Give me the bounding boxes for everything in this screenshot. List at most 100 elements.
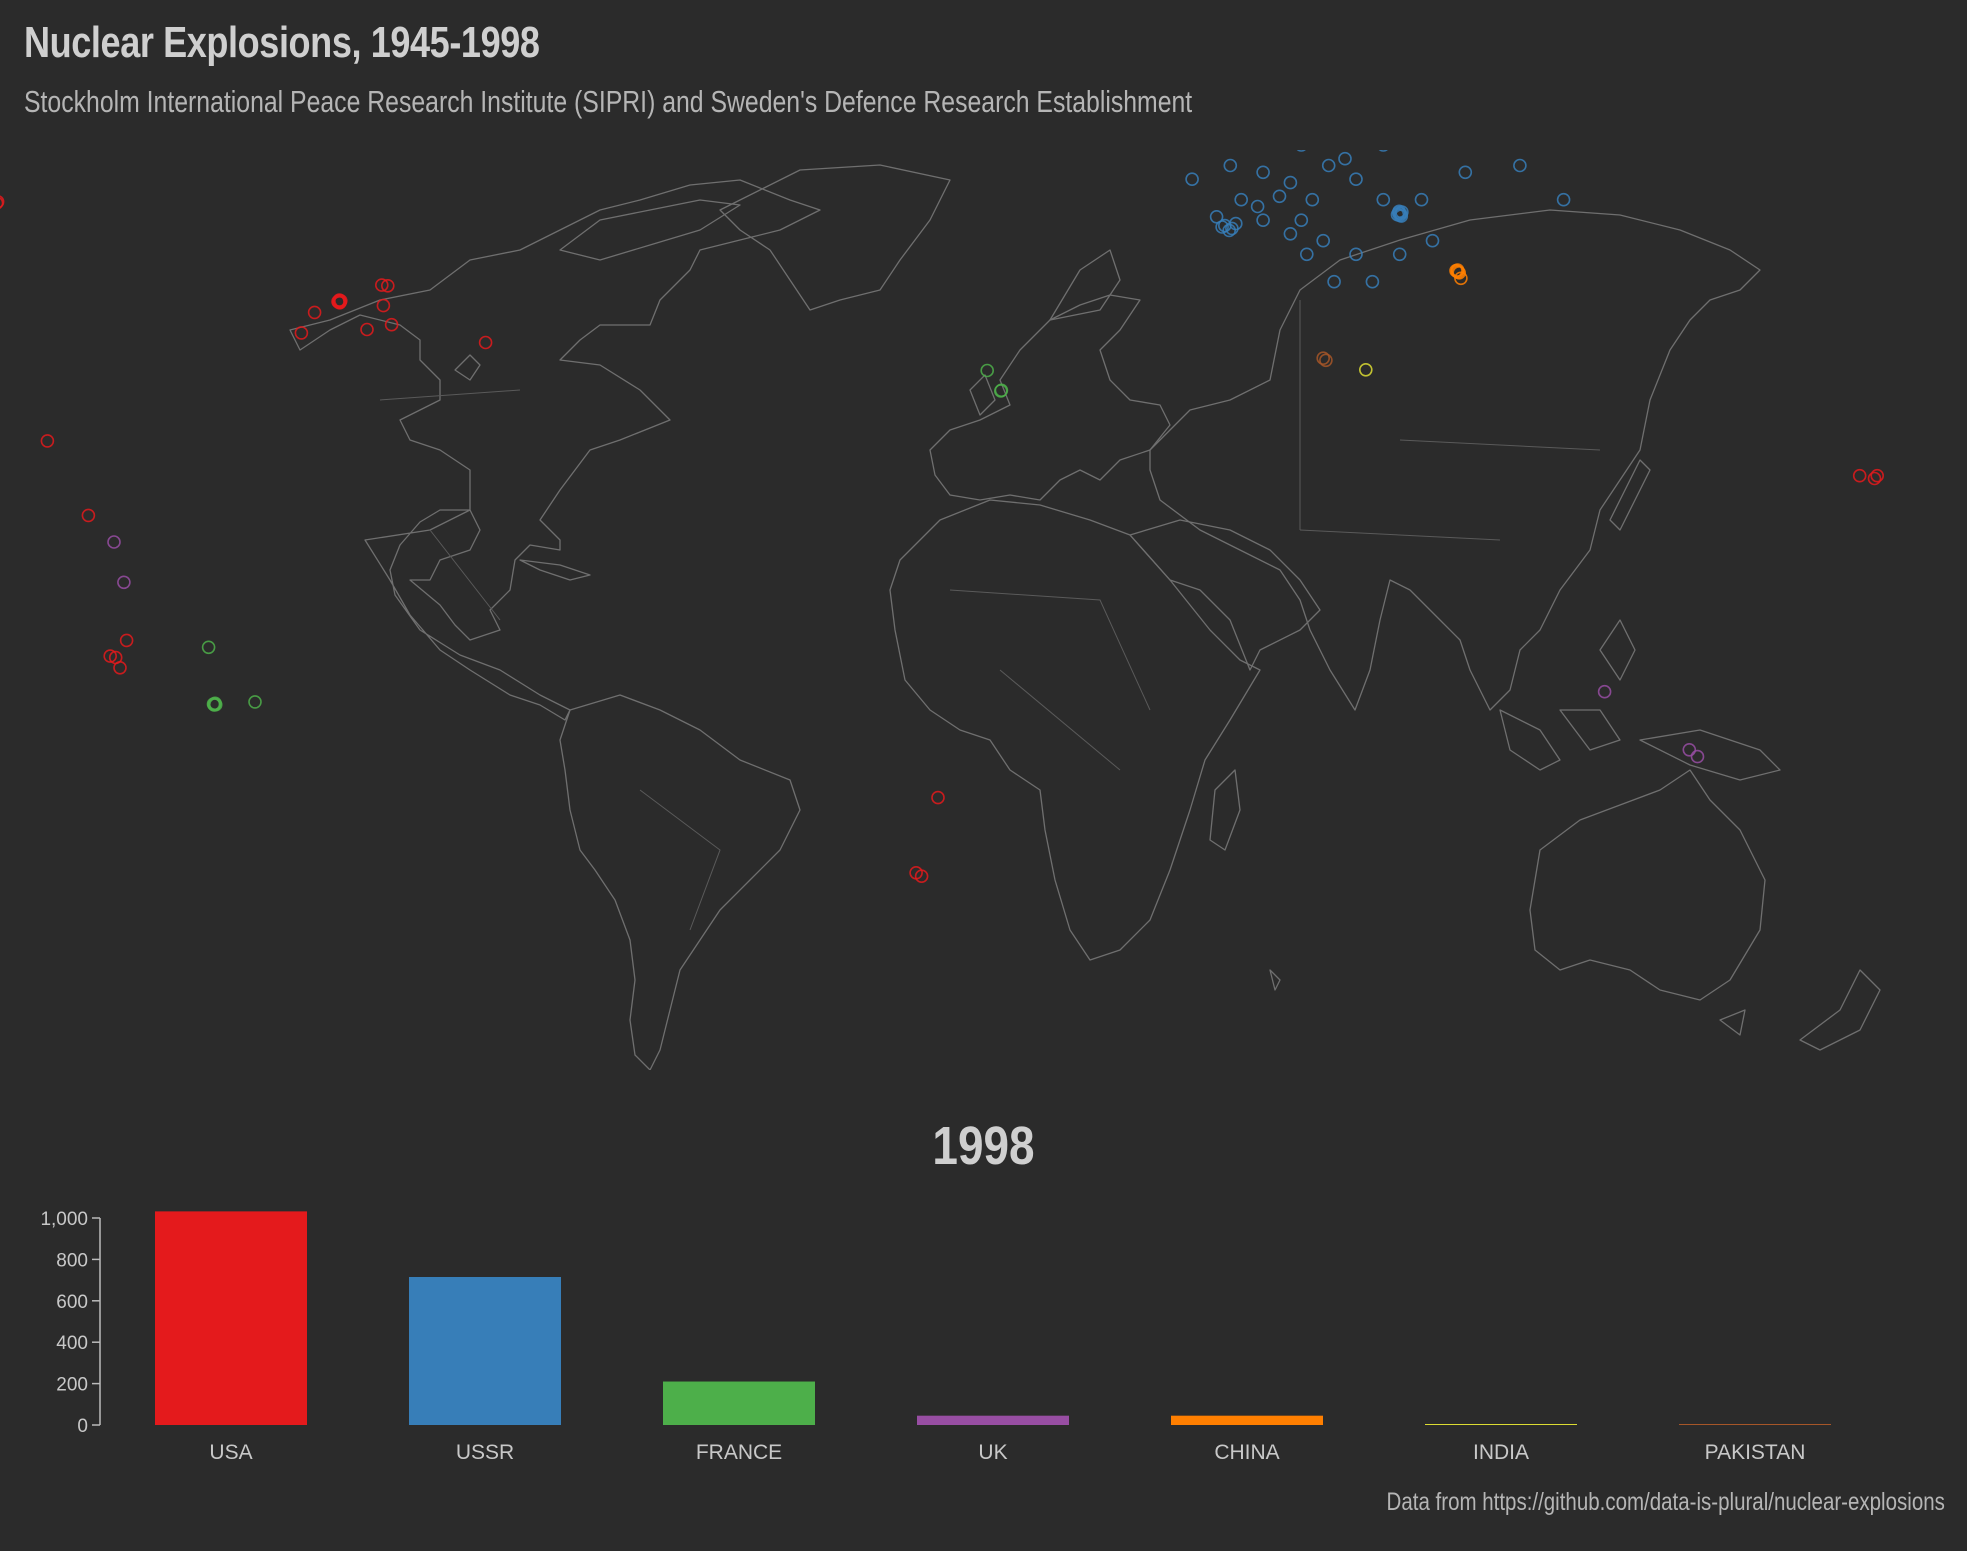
- explosion-marker-ussr: [1513, 158, 1527, 173]
- explosion-marker-pakistan: [1319, 353, 1333, 368]
- explosion-marker-usa: [113, 660, 127, 675]
- source-note: Data from https://github.com/data-is-plu…: [1386, 1488, 1945, 1516]
- explosion-markers: [0, 150, 1884, 884]
- explosion-marker-usa: [914, 869, 929, 884]
- explosion-marker-ussr: [1556, 192, 1571, 207]
- explosion-marker-ussr: [1256, 165, 1270, 180]
- y-tick-label: 600: [56, 1292, 88, 1313]
- explosion-marker-uk: [1682, 742, 1697, 757]
- y-tick-label: 400: [56, 1333, 88, 1354]
- chart-title: Nuclear Explosions, 1945-1998: [24, 18, 540, 67]
- explosion-marker-china: [1454, 271, 1468, 286]
- explosion-marker-usa: [374, 278, 389, 292]
- explosion-marker-ussr: [1250, 199, 1265, 214]
- explosion-marker-usa: [40, 434, 55, 448]
- explosion-marker-ussr: [1414, 192, 1429, 207]
- y-tick-label: 0: [77, 1416, 88, 1437]
- explosion-marker-ussr: [1458, 165, 1473, 180]
- explosion-marker-ussr: [1365, 274, 1380, 289]
- explosion-marker-india: [1359, 363, 1373, 377]
- explosion-marker-ussr: [1222, 223, 1236, 238]
- x-axis-labels: USA USSR FRANCE UK CHINA INDIA PAKISTAN: [209, 1441, 1805, 1464]
- bar-chart: 0 200 400 600 800 1,000 USA USSR FRANCE UK CHINA I…: [40, 1209, 1831, 1464]
- explosion-marker-uk: [107, 535, 121, 549]
- explosion-marker-usa: [294, 326, 309, 340]
- explosion-marker-usa: [81, 508, 96, 523]
- explosion-marker-ussr: [1185, 172, 1199, 187]
- explosion-marker-ussr: [1305, 192, 1320, 207]
- explosion-marker-ussr: [1378, 150, 1388, 152]
- explosion-marker-ussr: [1321, 158, 1336, 173]
- explosion-marker-ussr: [1338, 151, 1352, 166]
- y-tick-label: 200: [56, 1375, 88, 1396]
- explosion-marker-usa: [1870, 468, 1884, 483]
- explosion-marker-ussr: [1283, 175, 1298, 190]
- bar-china: [1171, 1415, 1323, 1425]
- explosion-marker-ussr: [1300, 247, 1314, 262]
- explosion-marker-ussr: [1316, 233, 1330, 248]
- bar-france: [663, 1381, 815, 1425]
- y-tick-label: 800: [56, 1250, 88, 1271]
- explosion-marker-ussr: [1234, 192, 1248, 207]
- explosion-marker-ussr: [1425, 233, 1440, 248]
- explosion-marker-usa: [478, 335, 493, 350]
- bars: [155, 1211, 1831, 1425]
- explosion-marker-usa: [103, 649, 117, 663]
- explosion-marker-ussr: [1272, 189, 1287, 204]
- year-label: 1998: [932, 1116, 1035, 1176]
- explosion-marker-usa: [0, 197, 4, 209]
- explosion-marker-ussr: [1215, 220, 1229, 234]
- explosion-marker-ussr: [1256, 213, 1270, 227]
- bar-india: [1425, 1424, 1577, 1425]
- explosion-marker-usa: [119, 633, 134, 648]
- explosion-marker-france: [994, 383, 1009, 398]
- chart-subtitle: Stockholm International Peace Research I…: [24, 84, 1193, 119]
- explosion-marker-uk: [1690, 749, 1705, 764]
- x-label-china: CHINA: [1214, 1441, 1279, 1464]
- explosion-marker-china: [1450, 263, 1465, 277]
- explosion-marker-usa: [380, 279, 395, 293]
- explosion-marker-ussr: [1209, 210, 1224, 224]
- explosion-marker-usa: [0, 195, 5, 209]
- explosion-marker-ussr: [1349, 247, 1363, 262]
- x-label-ussr: USSR: [456, 1441, 514, 1464]
- x-label-india: INDIA: [1473, 1441, 1529, 1464]
- explosion-marker-usa: [1867, 471, 1882, 486]
- explosion-marker-usa: [360, 322, 374, 337]
- explosion-marker-usa: [931, 790, 945, 805]
- bar-uk: [917, 1415, 1069, 1425]
- explosion-marker-ussr: [1349, 172, 1363, 187]
- explosion-marker-france: [248, 695, 262, 709]
- explosion-marker-france: [201, 640, 216, 655]
- explosion-marker-usa: [332, 293, 347, 307]
- explosion-marker-france: [980, 363, 995, 378]
- y-tick-label: 1,000: [40, 1209, 88, 1230]
- explosion-marker-usa: [1852, 468, 1867, 483]
- explosion-marker-ussr: [1294, 213, 1309, 227]
- x-label-uk: UK: [978, 1441, 1007, 1464]
- explosion-marker-ussr: [1392, 247, 1407, 262]
- explosion-marker-ussr: [1392, 204, 1406, 219]
- explosion-marker-ussr: [1376, 192, 1391, 207]
- explosion-marker-uk: [1597, 684, 1612, 699]
- x-label-usa: USA: [209, 1441, 252, 1464]
- y-axis: 0 200 400 600 800 1,000: [40, 1209, 101, 1437]
- explosion-marker-ussr: [1327, 274, 1341, 289]
- explosion-marker-pakistan: [1316, 351, 1330, 365]
- continent-outlines: [289, 164, 1881, 1070]
- explosion-marker-usa: [307, 305, 322, 320]
- x-label-france: FRANCE: [696, 1441, 782, 1464]
- world-map: [0, 150, 1884, 1070]
- explosion-marker-ussr: [1283, 227, 1298, 241]
- bar-pakistan: [1679, 1424, 1831, 1425]
- explosion-marker-usa: [384, 317, 399, 332]
- bar-usa: [155, 1211, 307, 1425]
- explosion-marker-uk: [117, 575, 131, 590]
- bar-ussr: [409, 1276, 561, 1425]
- explosion-marker-france: [208, 697, 223, 712]
- x-label-pakistan: PAKISTAN: [1705, 1441, 1806, 1464]
- explosion-marker-ussr: [1223, 158, 1238, 173]
- explosion-marker-ussr: [1296, 150, 1306, 152]
- country-borders: [379, 300, 1601, 931]
- explosion-marker-usa: [331, 294, 345, 309]
